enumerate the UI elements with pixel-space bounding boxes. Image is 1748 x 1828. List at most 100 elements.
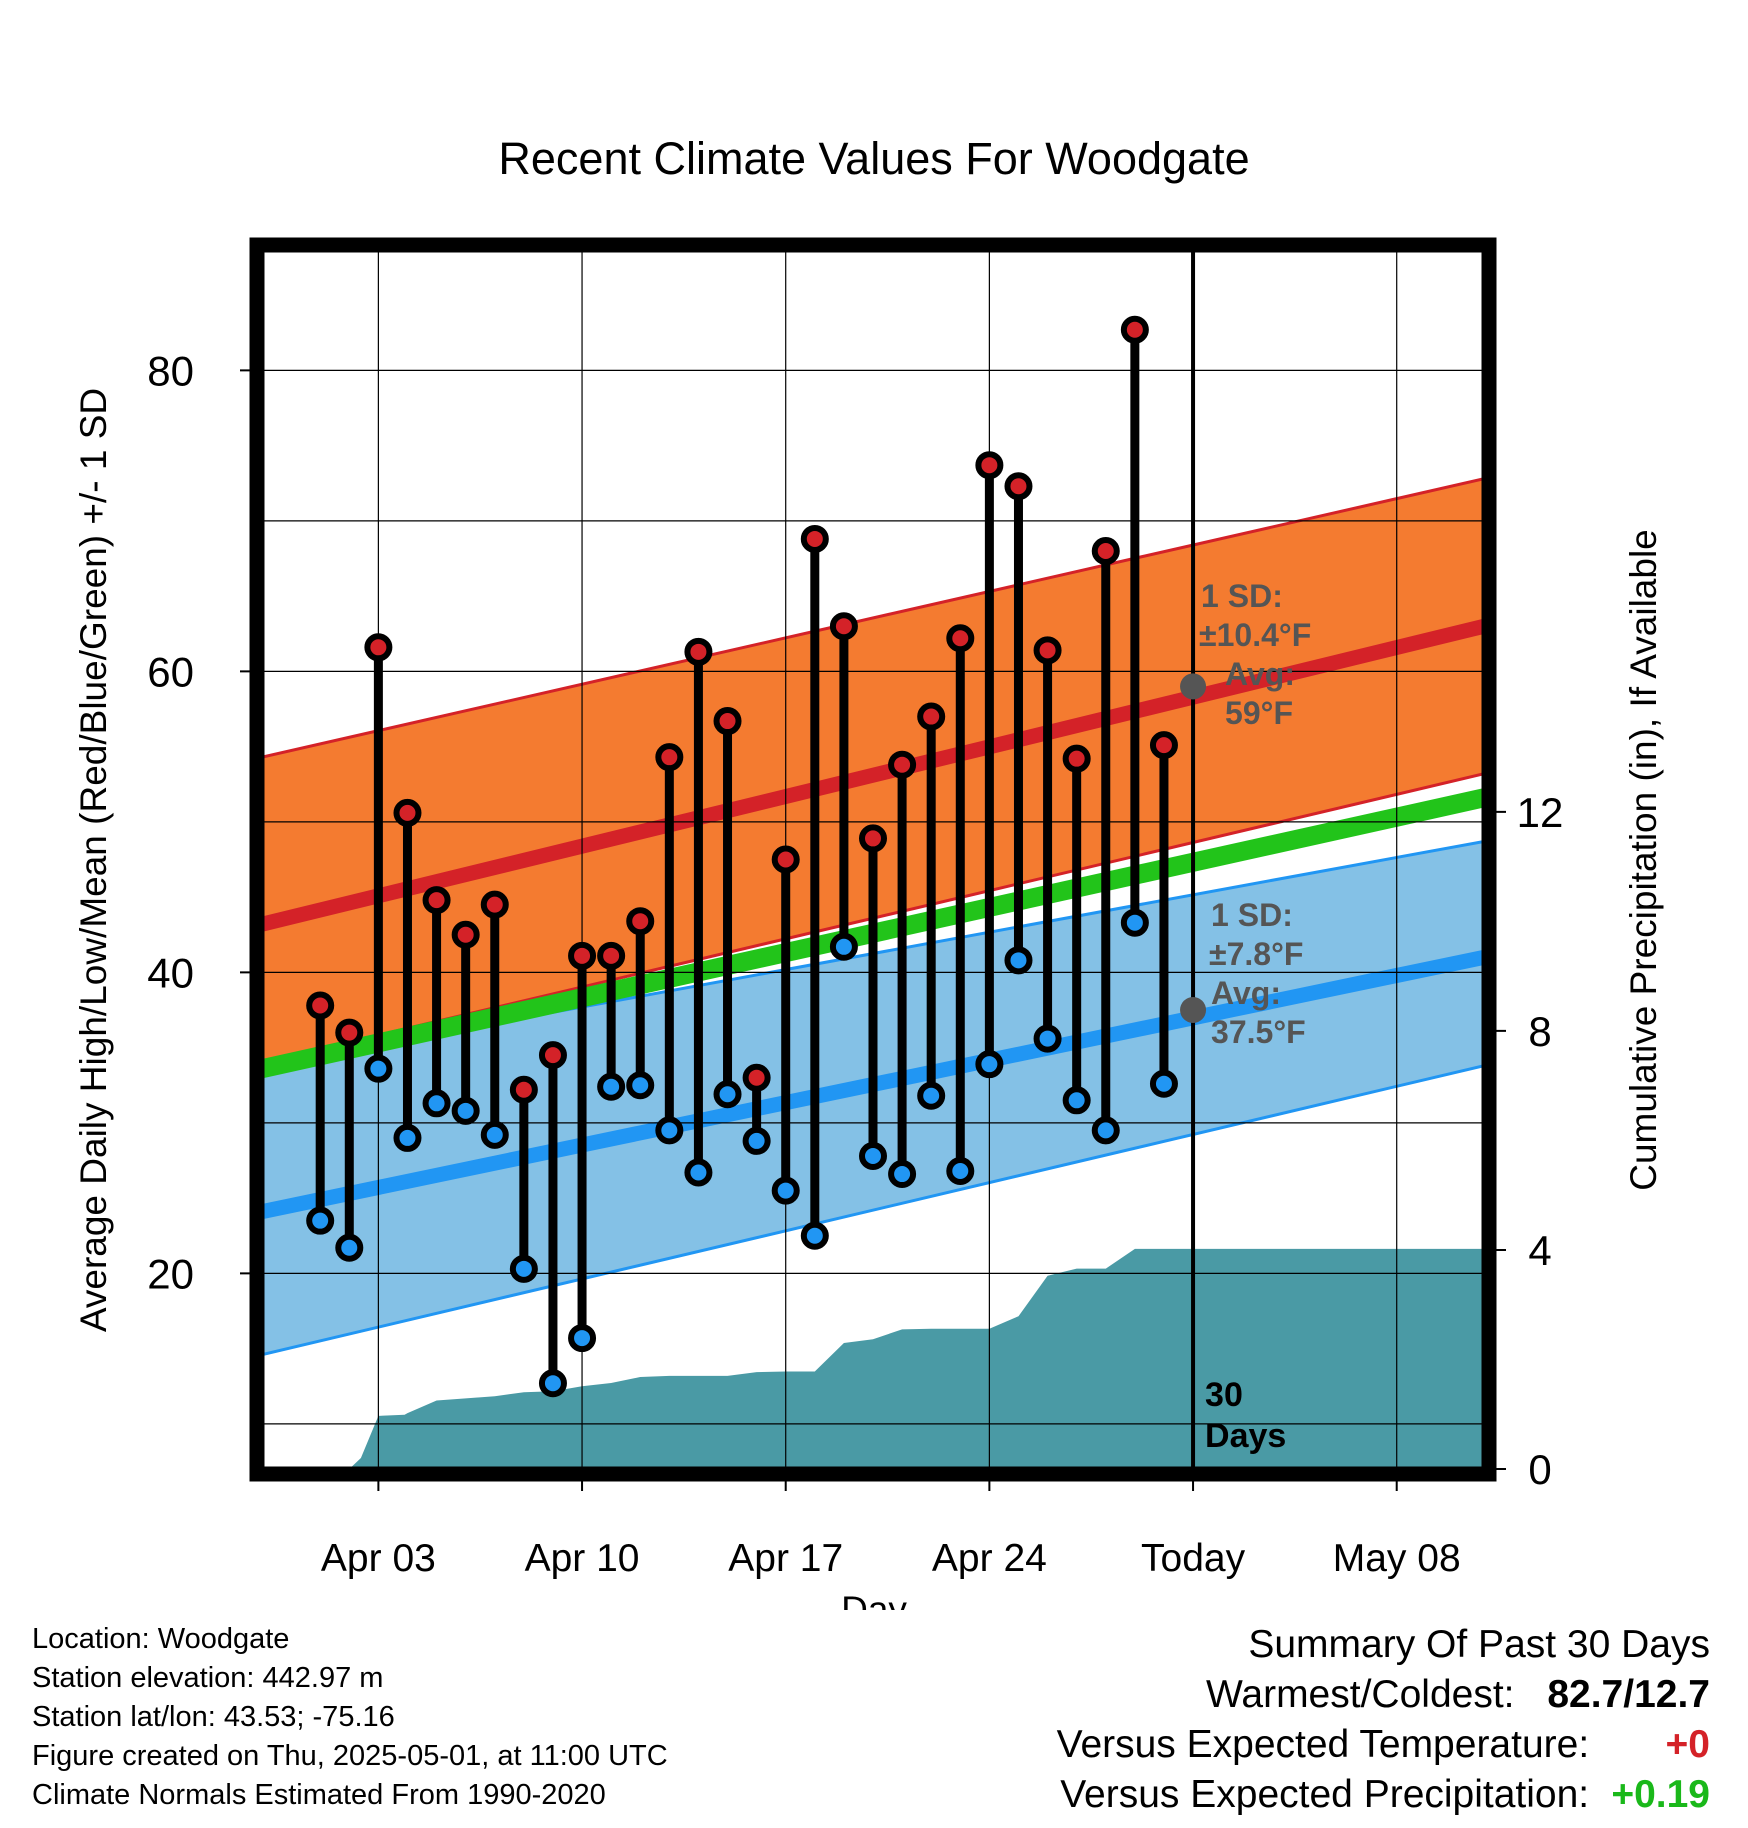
observed-high-point — [917, 702, 946, 731]
observed-low-point — [626, 1071, 655, 1100]
created-text: Figure created on Thu, 2025-05-01, at 11… — [32, 1740, 668, 1772]
y-tick-label: 80 — [147, 347, 194, 394]
observed-high-point — [335, 1018, 364, 1047]
y2-tick-label: 8 — [1528, 1008, 1551, 1055]
y-axis-label: Average Daily High/Low/Mean (Red/Blue/Gr… — [73, 388, 114, 1332]
summary-precip-row: Versus Expected Precipitation: +0.19 — [1057, 1770, 1710, 1820]
observed-high-point — [626, 907, 655, 936]
chart-title: Recent Climate Values For Woodgate — [498, 133, 1249, 184]
y-tick-label: 40 — [147, 949, 194, 996]
observed-low-point — [393, 1123, 422, 1152]
summary-title: Summary Of Past 30 Days — [1248, 1623, 1710, 1666]
high-sd-label-line: 59°F — [1225, 695, 1293, 731]
y2-tick-label: 0 — [1528, 1446, 1551, 1493]
observed-high-point — [655, 743, 684, 772]
observed-low-point — [451, 1096, 480, 1125]
observed-high-point — [771, 845, 800, 874]
observed-high-point — [1033, 636, 1062, 665]
station-info: Location: Woodgate Station elevation: 44… — [32, 1620, 668, 1815]
today-high-avg-point — [1180, 673, 1207, 700]
observed-high-point — [538, 1041, 567, 1070]
observed-low-point — [1004, 946, 1033, 975]
observed-low-point — [975, 1050, 1004, 1079]
observed-low-point — [771, 1176, 800, 1205]
x-tick-label: Apr 24 — [932, 1537, 1047, 1580]
y-tick-label: 60 — [147, 648, 194, 695]
low-sd-label-line: 37.5°F — [1211, 1014, 1306, 1050]
temp-label: Versus Expected Temperature: — [1056, 1723, 1590, 1766]
summary-warmest-row: Warmest/Coldest: 82.7/12.7 — [1057, 1670, 1710, 1720]
x-tick-label: Apr 17 — [728, 1537, 843, 1580]
low-lower-line — [262, 1064, 1484, 1357]
warmest-value: 82.7/12.7 — [1547, 1673, 1710, 1716]
observed-high-point — [859, 824, 887, 853]
observed-high-point — [684, 637, 713, 666]
location-text: Location: Woodgate — [32, 1623, 290, 1655]
observed-low-point — [800, 1221, 829, 1250]
observed-low-point — [829, 932, 858, 961]
low-sd-label-line: Avg: — [1211, 975, 1281, 1011]
axes: 20 40 60 80 0 4 8 12 Apr 03 Apr 10 Apr 17 Apr 24 Tod… — [147, 347, 1563, 1580]
observed-high-point — [451, 920, 480, 949]
observed-low-point — [655, 1116, 684, 1145]
high-sd-label-line: ±10.4°F — [1199, 617, 1311, 653]
observed-low-point — [713, 1080, 742, 1109]
observed-high-point — [1004, 472, 1033, 501]
observed-high-point — [393, 798, 422, 827]
y2-tick-label: 4 — [1528, 1227, 1551, 1274]
observed-low-point — [422, 1089, 451, 1118]
observed-high-point — [975, 451, 1004, 480]
observed-low-point — [480, 1120, 509, 1149]
observed-low-point — [597, 1072, 626, 1101]
observed-high-point — [422, 886, 451, 915]
observed-low-point — [946, 1157, 975, 1186]
y-tick-label: 20 — [147, 1250, 194, 1297]
today-days-label: Days — [1205, 1417, 1286, 1455]
observed-low-point — [917, 1081, 946, 1110]
plot-frame — [249, 237, 1497, 1482]
observed-low-point — [538, 1369, 567, 1398]
y2-tick-label: 12 — [1517, 789, 1564, 836]
x-axis-label: Day — [841, 1589, 907, 1610]
observed-low-point — [1062, 1086, 1091, 1115]
high-sd-label-line: 1 SD: — [1201, 578, 1283, 614]
observed-high-point — [1120, 315, 1149, 344]
observed-high-point — [742, 1063, 771, 1092]
x-tick-label: Apr 10 — [525, 1537, 640, 1580]
observed-low-point — [1033, 1024, 1062, 1053]
observed-high-point — [1149, 731, 1178, 760]
today-days-label: 30 — [1205, 1376, 1243, 1414]
elevation-text: Station elevation: 442.97 m — [32, 1662, 384, 1694]
observed-high-point — [568, 941, 597, 970]
observed-high-point — [946, 624, 975, 653]
observed-low-point — [509, 1254, 538, 1283]
warmest-label: Warmest/Coldest: — [1206, 1673, 1515, 1716]
today-low-avg-point — [1180, 996, 1207, 1023]
observed-high-point — [364, 633, 393, 662]
observed-high-point — [829, 612, 858, 641]
observed-high-point — [509, 1075, 538, 1104]
observed-high-point — [1062, 744, 1091, 773]
climate-chart: Recent Climate Values For Woodgate 1 SD:… — [73, 133, 1664, 1610]
latlon-text: Station lat/lon: 43.53; -75.16 — [32, 1701, 395, 1733]
observed-low-point — [335, 1233, 364, 1262]
precip-label: Versus Expected Precipitation: — [1060, 1773, 1590, 1816]
observed-low-point — [568, 1324, 597, 1353]
x-tick-label: May 08 — [1333, 1537, 1461, 1580]
observed-low-point — [306, 1206, 335, 1235]
observed-high-point — [888, 750, 917, 779]
observed-low-point — [859, 1141, 887, 1170]
x-tick-label: Apr 03 — [321, 1537, 436, 1580]
observed-high-point — [713, 707, 742, 736]
observed-low-point — [364, 1054, 393, 1083]
high-upper-line — [262, 477, 1484, 759]
observed-high-point — [597, 941, 626, 970]
summary-panel: Summary Of Past 30 Days Warmest/Coldest:… — [1057, 1620, 1710, 1820]
low-sd-label-line: 1 SD: — [1211, 897, 1293, 933]
observed-low-point — [684, 1158, 713, 1187]
summary-temp-row: Versus Expected Temperature: +0 — [1057, 1720, 1710, 1770]
y2-axis-label: Cumulative Precipitation (in), If Availa… — [1623, 529, 1664, 1191]
x-tick-label: Today — [1141, 1537, 1246, 1580]
observed-low-point — [888, 1160, 917, 1189]
